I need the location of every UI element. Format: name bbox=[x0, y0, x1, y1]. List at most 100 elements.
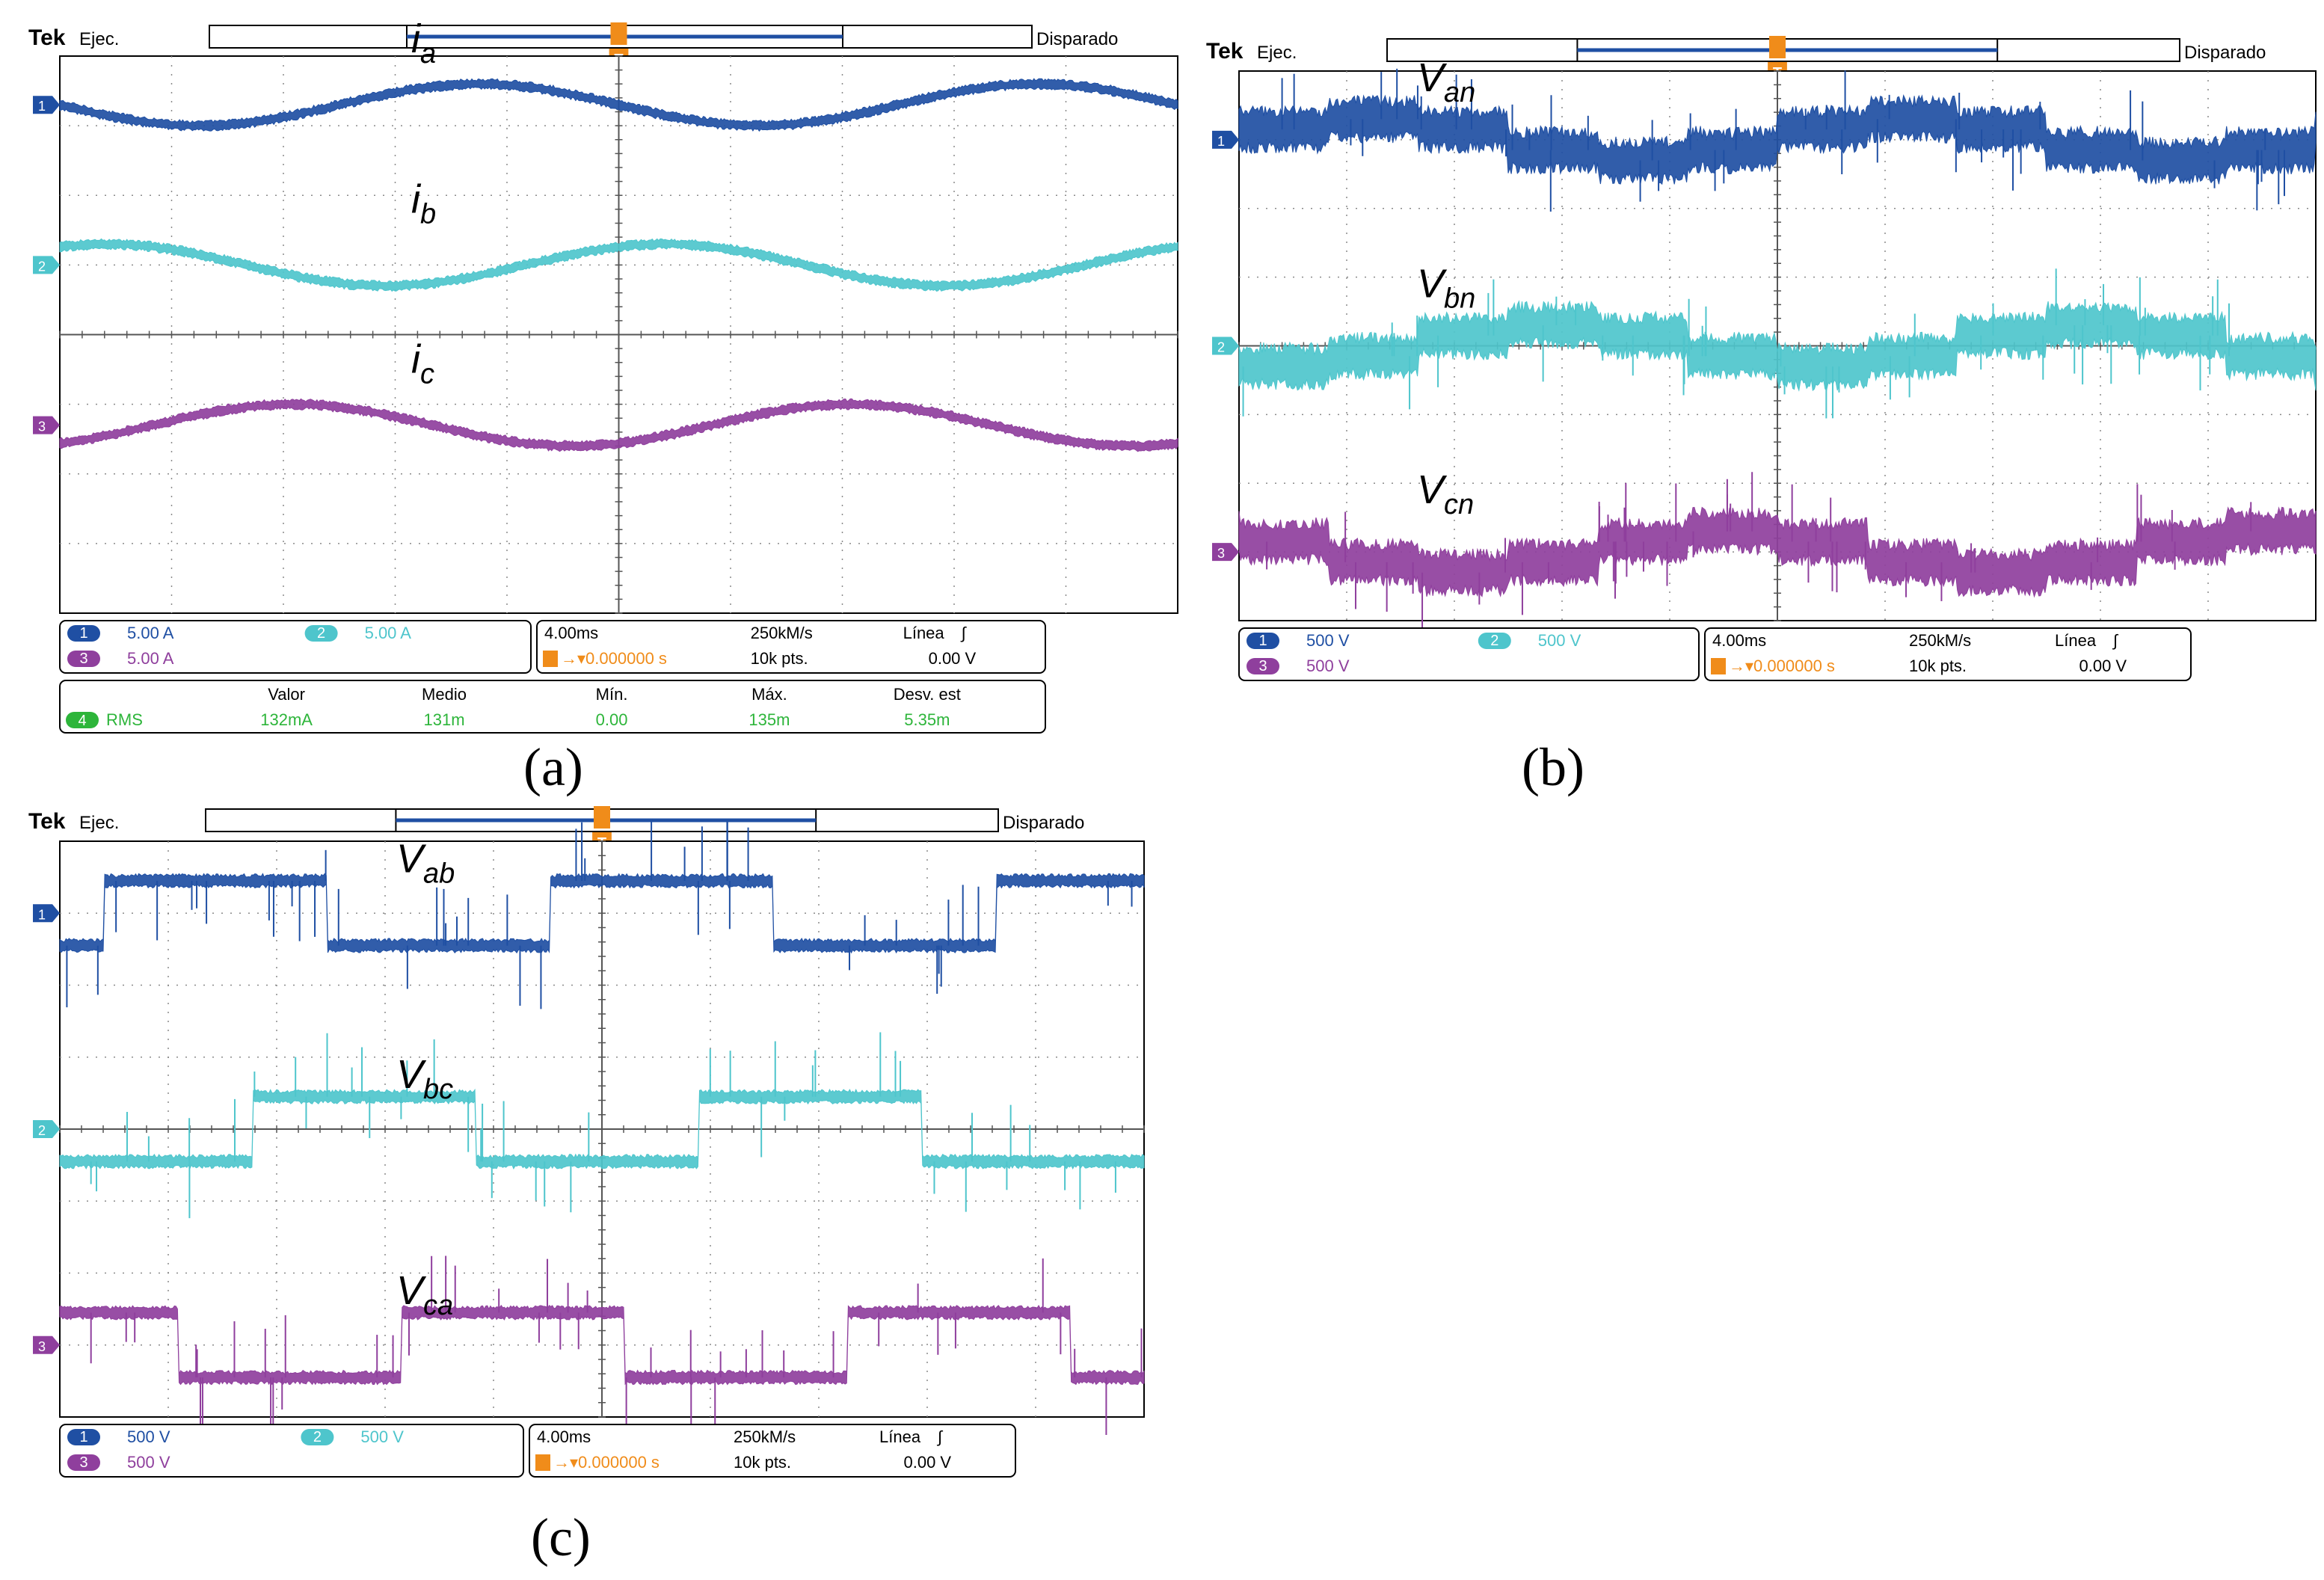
channel-scale-box bbox=[59, 1424, 524, 1478]
trace-label-i-b: ib bbox=[411, 176, 436, 230]
channel-1-marker: 1 bbox=[33, 96, 60, 114]
trace-label-sub: b bbox=[420, 198, 436, 230]
channel-3-marker: 3 bbox=[33, 1335, 60, 1354]
channel-badge-3 bbox=[67, 1454, 100, 1471]
trace-label-v-bn: Vbn bbox=[1417, 262, 1475, 315]
trace-v-an bbox=[1238, 93, 2317, 185]
channel-marker-number: 2 bbox=[38, 1123, 46, 1138]
timebase-value: 4.00ms bbox=[544, 624, 598, 642]
channel-marker-number: 1 bbox=[38, 99, 46, 114]
trigger-time-value: →▾0.000000 s bbox=[1729, 657, 1835, 675]
channel-badge-2 bbox=[304, 625, 338, 642]
timebase-box bbox=[529, 1424, 1016, 1478]
record-length-value: 10k pts. bbox=[1909, 657, 1967, 675]
panel-caption-a: (a) bbox=[523, 737, 583, 797]
trigger-position-marker bbox=[1769, 36, 1786, 58]
channel-badge-1 bbox=[67, 1429, 100, 1445]
measurement-value: 0.00 bbox=[596, 710, 628, 729]
channel-marker-shape bbox=[33, 256, 60, 274]
measurement-header: Mín. bbox=[596, 685, 628, 704]
trace-label-v-bc: Vbc bbox=[396, 1052, 453, 1105]
channel-2-marker: 2 bbox=[33, 256, 60, 274]
channel-scale-box bbox=[59, 620, 532, 674]
channel-3-marker: 3 bbox=[1212, 543, 1239, 562]
channel-2-marker: 2 bbox=[1212, 336, 1239, 355]
record-length-value: 10k pts. bbox=[734, 1453, 791, 1472]
channel-badge-2 bbox=[301, 1429, 334, 1445]
channel-badge-number: 1 bbox=[79, 625, 87, 642]
trigger-time-icon bbox=[543, 651, 558, 667]
channel-badge-3 bbox=[1246, 658, 1279, 674]
trace-label-main: V bbox=[1417, 467, 1448, 512]
trigger-state-label: Disparado bbox=[2184, 43, 2266, 63]
trigger-source-value: Línea bbox=[903, 624, 945, 642]
run-state-label: Ejec. bbox=[79, 29, 119, 49]
channel-marker-number: 3 bbox=[38, 1339, 46, 1354]
channel-badge-1 bbox=[1246, 633, 1279, 649]
trigger-level-value: 0.00 V bbox=[904, 1453, 952, 1472]
channel-badge-number: 2 bbox=[317, 625, 325, 642]
trigger-time-value: →▾0.000000 s bbox=[561, 649, 667, 668]
trigger-source-value: Línea bbox=[879, 1427, 921, 1446]
timebase-value: 4.00ms bbox=[537, 1427, 591, 1446]
channel-marker-shape bbox=[33, 416, 60, 434]
brand-label: Tek bbox=[1206, 39, 1244, 64]
channel-badge-number: 3 bbox=[1258, 658, 1267, 674]
channel-badge-number: 3 bbox=[79, 1454, 87, 1471]
trigger-position-marker bbox=[610, 22, 627, 45]
measurement-value: 132mA bbox=[260, 710, 313, 729]
sample-rate-value: 250kM/s bbox=[751, 624, 813, 642]
panel-caption-b: (b) bbox=[1522, 737, 1584, 797]
trace-label-sub: ca bbox=[423, 1290, 453, 1321]
trigger-slope-icon: ∫ bbox=[2112, 631, 2119, 650]
channel-marker-shape bbox=[33, 96, 60, 114]
trigger-position-marker bbox=[594, 806, 610, 829]
channel-3-marker: 3 bbox=[33, 416, 60, 434]
channel-scale-value: 5.00 A bbox=[127, 649, 174, 668]
trigger-time-icon bbox=[535, 1454, 550, 1471]
trace-v-ab bbox=[59, 873, 1145, 954]
trigger-time-value: →▾0.000000 s bbox=[553, 1453, 660, 1472]
channel-scale-box bbox=[1238, 627, 1700, 681]
trace-label-v-cn: Vcn bbox=[1417, 467, 1474, 520]
channel-badge-number: 3 bbox=[79, 651, 87, 667]
trace-label-main: i bbox=[411, 16, 422, 61]
channel-marker-number: 2 bbox=[38, 259, 46, 274]
channel-marker-number: 2 bbox=[1217, 340, 1225, 355]
timebase-box bbox=[536, 620, 1046, 674]
measurement-box bbox=[59, 680, 1046, 734]
channel-scale-value: 500 V bbox=[360, 1427, 404, 1446]
trace-v-bn bbox=[1238, 300, 2317, 392]
channel-marker-shape bbox=[1212, 336, 1239, 355]
measurement-channel-badge bbox=[66, 712, 99, 728]
channel-scale-value: 500 V bbox=[1306, 657, 1350, 675]
trace-label-main: V bbox=[1417, 55, 1448, 100]
trigger-state-label: Disparado bbox=[1003, 813, 1084, 833]
channel-marker-shape bbox=[33, 904, 60, 923]
channel-marker-shape bbox=[1212, 543, 1239, 562]
measurement-header: Medio bbox=[422, 685, 467, 704]
trigger-time-icon bbox=[1711, 658, 1726, 674]
measurement-channel-number: 4 bbox=[78, 713, 86, 729]
channel-badge-3 bbox=[67, 651, 100, 667]
measurement-header: Valor bbox=[268, 685, 305, 704]
channel-marker-shape bbox=[33, 1335, 60, 1354]
timebase-box bbox=[1704, 627, 2192, 681]
channel-marker-number: 3 bbox=[38, 419, 46, 434]
sample-rate-value: 250kM/s bbox=[1909, 631, 1971, 650]
trace-label-i-a: ia bbox=[411, 16, 436, 70]
measurement-value: 5.35m bbox=[904, 710, 950, 729]
measurement-value: 135m bbox=[748, 710, 790, 729]
run-state-label: Ejec. bbox=[1257, 43, 1297, 63]
trace-label-main: V bbox=[396, 1052, 427, 1097]
trigger-slope-icon: ∫ bbox=[936, 1427, 944, 1446]
trace-label-main: V bbox=[1417, 262, 1448, 307]
channel-scale-value: 5.00 A bbox=[127, 624, 174, 642]
timebase-value: 4.00ms bbox=[1712, 631, 1766, 650]
measurement-type: RMS bbox=[106, 710, 143, 729]
brand-label: Tek bbox=[28, 25, 66, 50]
trigger-slope-icon: ∫ bbox=[960, 624, 968, 642]
channel-badge-1 bbox=[67, 625, 100, 642]
channel-1-marker: 1 bbox=[1212, 130, 1239, 149]
